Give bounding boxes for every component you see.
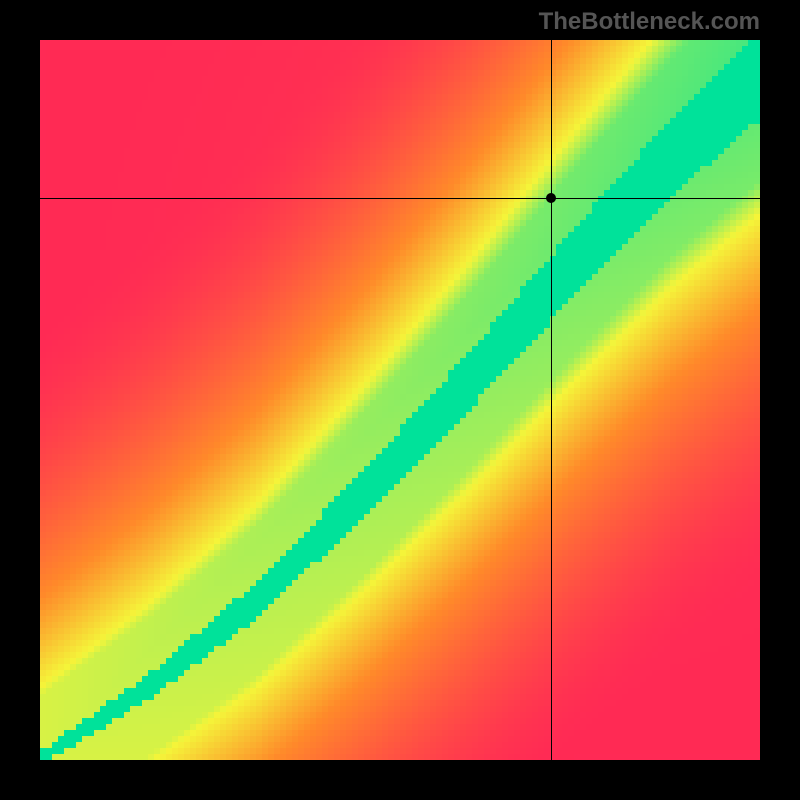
crosshair-marker-dot: [546, 193, 556, 203]
crosshair-vertical: [551, 40, 552, 760]
watermark-text: TheBottleneck.com: [539, 8, 760, 36]
plot-area: [40, 40, 760, 760]
heatmap-canvas: [40, 40, 760, 760]
figure-container: TheBottleneck.com: [0, 0, 800, 800]
crosshair-horizontal: [40, 198, 760, 199]
